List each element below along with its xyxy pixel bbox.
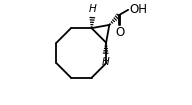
Text: H: H (89, 4, 96, 14)
Text: H: H (102, 56, 110, 67)
Text: O: O (115, 26, 124, 39)
Text: OH: OH (129, 3, 147, 16)
